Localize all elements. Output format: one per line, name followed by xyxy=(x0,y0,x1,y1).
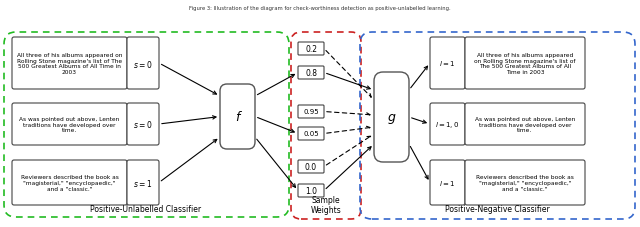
FancyBboxPatch shape xyxy=(12,38,127,90)
FancyBboxPatch shape xyxy=(298,160,324,173)
Text: Reviewers described the book as
"magisterial," "encyclopaedic,"
and a "classic.": Reviewers described the book as "magiste… xyxy=(20,174,118,191)
FancyBboxPatch shape xyxy=(465,160,585,205)
FancyBboxPatch shape xyxy=(430,38,465,90)
Text: Reviewers described the book as
"magisterial," "encyclopaedic,"
and a "classic.": Reviewers described the book as "magiste… xyxy=(476,174,574,191)
FancyBboxPatch shape xyxy=(465,104,585,145)
Text: Sample
Weights: Sample Weights xyxy=(310,195,341,214)
Text: $l=1$: $l=1$ xyxy=(439,178,456,187)
FancyBboxPatch shape xyxy=(374,73,409,162)
FancyBboxPatch shape xyxy=(298,67,324,80)
Text: As was pointed out above, Lenten
traditions have developed over
time.: As was pointed out above, Lenten traditi… xyxy=(19,116,120,133)
Text: All three of his albums appeared on
Rolling Stone magazine's list of The
500 Gre: All three of his albums appeared on Roll… xyxy=(17,53,122,75)
FancyBboxPatch shape xyxy=(298,184,324,197)
FancyBboxPatch shape xyxy=(127,160,159,205)
FancyBboxPatch shape xyxy=(298,127,324,140)
Text: 0.8: 0.8 xyxy=(305,69,317,78)
FancyBboxPatch shape xyxy=(220,85,255,149)
Text: $s=0$: $s=0$ xyxy=(133,119,153,130)
Text: Positive-Negative Classifier: Positive-Negative Classifier xyxy=(445,204,549,213)
FancyBboxPatch shape xyxy=(127,38,159,90)
Text: 0.95: 0.95 xyxy=(303,109,319,115)
FancyBboxPatch shape xyxy=(465,38,585,90)
Text: $s=1$: $s=1$ xyxy=(133,177,153,188)
Text: $l=1,0$: $l=1,0$ xyxy=(435,119,460,129)
Text: $l=1$: $l=1$ xyxy=(439,59,456,68)
FancyBboxPatch shape xyxy=(430,104,465,145)
Text: 0.2: 0.2 xyxy=(305,45,317,54)
Text: Figure 3: Illustration of the diagram for check-worthiness detection as positive: Figure 3: Illustration of the diagram fo… xyxy=(189,5,451,10)
Text: As was pointed out above, Lenten
traditions have developed over
time.: As was pointed out above, Lenten traditi… xyxy=(475,116,575,133)
Text: f: f xyxy=(236,111,240,123)
FancyBboxPatch shape xyxy=(12,160,127,205)
FancyBboxPatch shape xyxy=(298,106,324,118)
FancyBboxPatch shape xyxy=(298,43,324,56)
FancyBboxPatch shape xyxy=(127,104,159,145)
Text: $s=0$: $s=0$ xyxy=(133,58,153,69)
Text: 1.0: 1.0 xyxy=(305,186,317,195)
FancyBboxPatch shape xyxy=(12,104,127,145)
Text: All three of his albums appeared
on Rolling Stone magazine's list of
The 500 Gre: All three of his albums appeared on Roll… xyxy=(474,53,576,75)
Text: 0.0: 0.0 xyxy=(305,162,317,171)
Text: Positive-Unlabelled Classifier: Positive-Unlabelled Classifier xyxy=(90,204,202,213)
FancyBboxPatch shape xyxy=(430,160,465,205)
Text: g: g xyxy=(388,111,396,124)
Text: 0.05: 0.05 xyxy=(303,131,319,137)
